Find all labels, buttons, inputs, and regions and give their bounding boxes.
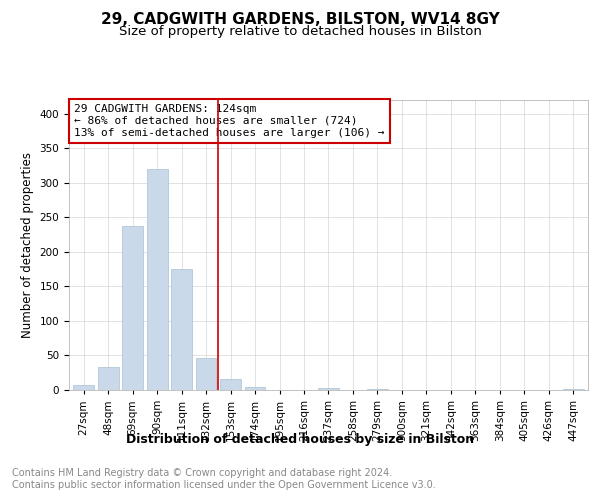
Bar xyxy=(220,379,241,390)
Text: Contains HM Land Registry data © Crown copyright and database right 2024.: Contains HM Land Registry data © Crown c… xyxy=(12,468,392,477)
Text: Contains public sector information licensed under the Open Government Licence v3: Contains public sector information licen… xyxy=(12,480,436,490)
Text: Distribution of detached houses by size in Bilston: Distribution of detached houses by size … xyxy=(126,432,474,446)
Bar xyxy=(367,388,388,390)
Bar xyxy=(122,226,143,390)
Text: 29 CADGWITH GARDENS: 124sqm
← 86% of detached houses are smaller (724)
13% of se: 29 CADGWITH GARDENS: 124sqm ← 86% of det… xyxy=(74,104,385,138)
Y-axis label: Number of detached properties: Number of detached properties xyxy=(21,152,34,338)
Bar xyxy=(147,169,167,390)
Bar xyxy=(196,358,217,390)
Bar xyxy=(318,388,339,390)
Bar xyxy=(563,388,584,390)
Bar xyxy=(98,367,119,390)
Bar xyxy=(245,387,265,390)
Bar xyxy=(73,385,94,390)
Text: Size of property relative to detached houses in Bilston: Size of property relative to detached ho… xyxy=(119,25,481,38)
Text: 29, CADGWITH GARDENS, BILSTON, WV14 8GY: 29, CADGWITH GARDENS, BILSTON, WV14 8GY xyxy=(101,12,499,28)
Bar xyxy=(171,269,192,390)
